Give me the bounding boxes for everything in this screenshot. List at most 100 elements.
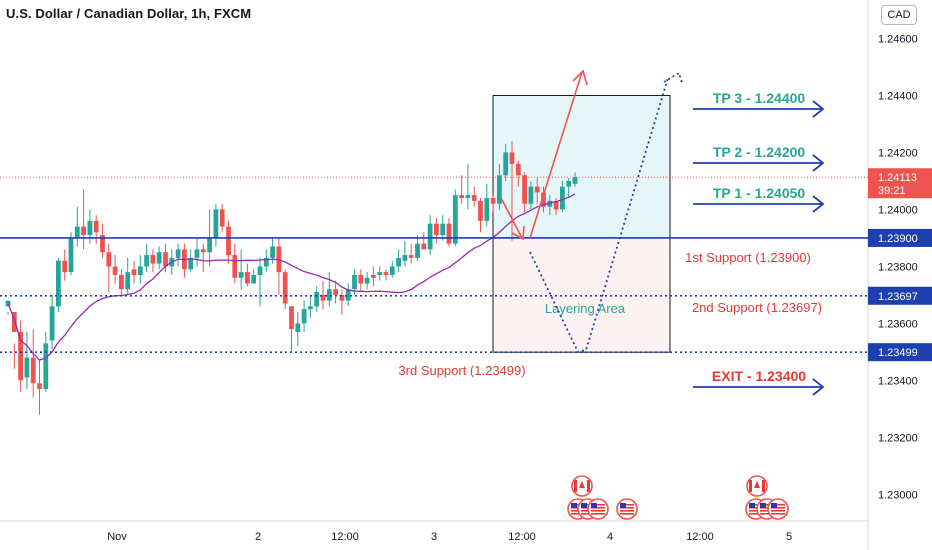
candle-body [553, 200, 559, 210]
us-flag-stripe [620, 507, 634, 509]
us-flag-canton [581, 503, 587, 508]
us-flag-canton [771, 503, 777, 508]
countdown-label: 39:21 [878, 185, 906, 197]
candle-body [24, 357, 30, 378]
x-tick-label: 4 [607, 531, 613, 543]
candle-body [245, 272, 250, 284]
candle-body [18, 331, 23, 381]
candle-body [471, 195, 477, 201]
candle-body [56, 260, 61, 307]
us-flag-stripe [581, 513, 595, 515]
y-tick-label: 1.24000 [878, 204, 918, 216]
candle-body [207, 237, 212, 253]
red-down-leg [500, 197, 523, 239]
candle-body [37, 383, 42, 389]
candle-body [251, 274, 257, 284]
x-tick-label: Nov [107, 531, 127, 543]
candle-body [402, 255, 408, 261]
target-label: TP 2 - 1.24200 [713, 144, 806, 160]
support-price-badge [868, 286, 932, 305]
us-flag-stripe [591, 510, 605, 512]
y-tick-label: 1.23800 [878, 261, 918, 273]
candle-body [396, 257, 401, 267]
candle-body [106, 252, 112, 267]
us-flag-stripe [760, 504, 774, 506]
us-flag-stripe [620, 510, 634, 512]
candle-body [352, 274, 357, 290]
us-flag-canton [760, 503, 766, 508]
candle-body [125, 272, 131, 290]
second-support-text: 2nd Support (1.23697) [692, 300, 822, 315]
candle-body [74, 226, 80, 238]
candle-body [257, 266, 263, 275]
us-flag-canton [591, 503, 597, 508]
canada-flag-bar [587, 480, 590, 492]
candle-body [383, 272, 389, 275]
support-price-label: 1.23499 [878, 347, 918, 359]
candle-body [11, 312, 17, 332]
candle-body [263, 257, 269, 267]
y-tick-label: 1.24200 [878, 147, 918, 159]
candle-body [194, 249, 200, 258]
candle-body [308, 306, 313, 310]
us-flag-stripe [571, 513, 585, 515]
x-tick-label: 3 [431, 531, 437, 543]
candle-body [528, 186, 534, 204]
candle-body [232, 255, 238, 278]
us-flag-stripe [749, 510, 763, 512]
candle-body [200, 249, 206, 253]
us-flag-stripe [620, 504, 634, 506]
target-arrow-head [812, 195, 825, 213]
candle-body [49, 306, 55, 341]
candle-body [452, 195, 458, 244]
candle-body [213, 209, 219, 238]
candle-body [100, 235, 105, 253]
x-tick-label: 2 [255, 531, 261, 543]
us-flag-stripe [581, 504, 595, 506]
chart-title: U.S. Dollar / Canadian Dollar, 1h, FXCM [6, 6, 252, 21]
candle-body [163, 252, 168, 267]
candle-body [534, 186, 540, 193]
candle-body [377, 272, 383, 275]
us-flag-stripe [760, 510, 774, 512]
candle-body [68, 237, 74, 273]
us-flag-stripe [591, 513, 605, 515]
target-arrow-head [812, 100, 825, 118]
candle-body [484, 198, 490, 221]
candle-body [364, 277, 370, 284]
candle-body [408, 255, 414, 258]
y-tick-label: 1.23600 [878, 318, 918, 330]
y-tick-label: 1.23200 [878, 432, 918, 444]
candle-body [62, 260, 68, 273]
us-flag-stripe [591, 504, 605, 506]
us-flag-icon [616, 498, 638, 520]
support-price-badge [868, 343, 932, 362]
us-flag-icon [587, 498, 609, 520]
candle-body [188, 257, 194, 270]
candle-body [434, 223, 439, 236]
target-label: TP 3 - 1.24400 [713, 90, 806, 106]
maple-leaf-icon [579, 481, 585, 488]
target-arrow-head [812, 154, 825, 172]
moving-average-line [7, 193, 576, 361]
candle-body [465, 195, 471, 199]
candle-body [87, 220, 93, 236]
candle-body [238, 272, 244, 278]
candle-body [478, 200, 483, 221]
us-flag-stripe [620, 513, 634, 515]
candle-body [131, 269, 137, 275]
candle-body [371, 274, 376, 278]
target-arrow-head [812, 378, 825, 396]
y-tick-label: 1.23400 [878, 375, 918, 387]
candle-body [459, 195, 464, 199]
candle-body [301, 309, 307, 324]
candle-body [175, 249, 181, 258]
us-flag-stripe [771, 510, 785, 512]
candle-body [119, 274, 124, 290]
y-tick-label: 1.24600 [878, 33, 918, 45]
currency-badge[interactable]: CAD [881, 5, 917, 25]
candle-body [226, 226, 231, 256]
candle-body [389, 266, 395, 275]
us-flag-stripe [749, 507, 763, 509]
